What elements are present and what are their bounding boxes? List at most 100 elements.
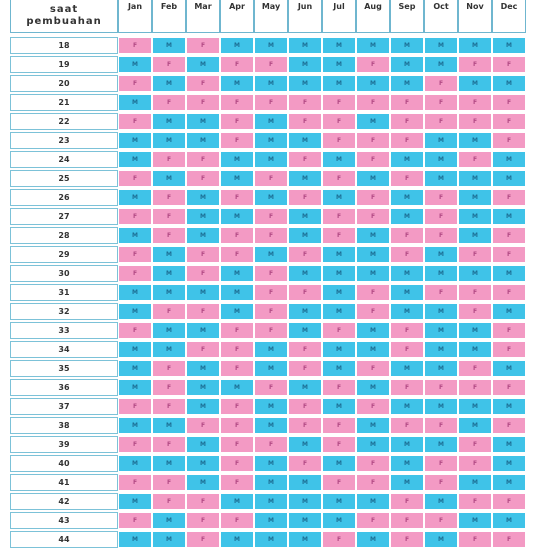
gender-cell-40-sep: M xyxy=(390,455,424,472)
age-label-37: 37 xyxy=(10,398,118,415)
gender-cell-20-oct: F xyxy=(424,75,458,92)
gender-cell-34-mar: F xyxy=(186,341,220,358)
gender-cell-40-jun: F xyxy=(288,455,322,472)
gender-cell-41-jul: F xyxy=(322,474,356,491)
gender-cell-29-jul: M xyxy=(322,246,356,263)
age-label-21: 21 xyxy=(10,94,118,111)
gender-cell-40-jul: M xyxy=(322,455,356,472)
gender-cell-37-oct: M xyxy=(424,398,458,415)
gender-cell-25-apr: M xyxy=(220,170,254,187)
gender-cell-39-nov: F xyxy=(458,436,492,453)
gender-cell-42-sep: F xyxy=(390,493,424,510)
gender-cell-30-aug: M xyxy=(356,265,390,282)
age-label-25: 25 xyxy=(10,170,118,187)
gender-cell-24-sep: M xyxy=(390,151,424,168)
month-header-sep: Sep xyxy=(390,0,424,33)
gender-cell-18-mar: F xyxy=(186,37,220,54)
gender-cell-39-feb: F xyxy=(152,436,186,453)
age-label-18: 18 xyxy=(10,37,118,54)
age-label-38: 38 xyxy=(10,417,118,434)
gender-cell-19-may: F xyxy=(254,56,288,73)
gender-cell-33-feb: M xyxy=(152,322,186,339)
gender-cell-29-aug: M xyxy=(356,246,390,263)
gender-cell-40-apr: F xyxy=(220,455,254,472)
age-column-header: saat pembuahan xyxy=(10,0,118,33)
gender-cell-22-aug: M xyxy=(356,113,390,130)
gender-cell-23-dec: F xyxy=(492,132,526,149)
gender-cell-34-feb: M xyxy=(152,341,186,358)
age-label-33: 33 xyxy=(10,322,118,339)
gender-cell-29-mar: F xyxy=(186,246,220,263)
gender-cell-36-sep: F xyxy=(390,379,424,396)
gender-cell-29-jan: F xyxy=(118,246,152,263)
gender-cell-29-oct: M xyxy=(424,246,458,263)
gender-cell-31-feb: M xyxy=(152,284,186,301)
gender-cell-36-jul: F xyxy=(322,379,356,396)
gender-cell-19-sep: M xyxy=(390,56,424,73)
gender-cell-35-nov: F xyxy=(458,360,492,377)
gender-cell-26-may: M xyxy=(254,189,288,206)
gender-cell-20-jul: M xyxy=(322,75,356,92)
gender-cell-33-aug: M xyxy=(356,322,390,339)
gender-cell-21-nov: F xyxy=(458,94,492,111)
gender-cell-43-jun: M xyxy=(288,512,322,529)
gender-cell-23-jul: F xyxy=(322,132,356,149)
gender-cell-23-feb: M xyxy=(152,132,186,149)
gender-cell-28-aug: M xyxy=(356,227,390,244)
month-header-jul: Jul xyxy=(322,0,356,33)
gender-cell-28-jun: M xyxy=(288,227,322,244)
gender-cell-18-feb: M xyxy=(152,37,186,54)
gender-cell-43-nov: M xyxy=(458,512,492,529)
gender-cell-35-aug: F xyxy=(356,360,390,377)
gender-cell-20-may: M xyxy=(254,75,288,92)
gender-cell-39-sep: M xyxy=(390,436,424,453)
gender-cell-34-may: M xyxy=(254,341,288,358)
gender-cell-35-feb: F xyxy=(152,360,186,377)
month-header-feb: Feb xyxy=(152,0,186,33)
gender-cell-28-jan: M xyxy=(118,227,152,244)
gender-cell-41-jun: M xyxy=(288,474,322,491)
gender-cell-31-apr: M xyxy=(220,284,254,301)
gender-cell-42-aug: M xyxy=(356,493,390,510)
gender-cell-41-sep: M xyxy=(390,474,424,491)
gender-cell-23-apr: F xyxy=(220,132,254,149)
gender-cell-19-feb: F xyxy=(152,56,186,73)
age-label-28: 28 xyxy=(10,227,118,244)
gender-cell-40-jan: M xyxy=(118,455,152,472)
age-label-42: 42 xyxy=(10,493,118,510)
age-label-29: 29 xyxy=(10,246,118,263)
gender-cell-33-jun: M xyxy=(288,322,322,339)
gender-cell-21-oct: F xyxy=(424,94,458,111)
gender-cell-35-oct: M xyxy=(424,360,458,377)
age-label-31: 31 xyxy=(10,284,118,301)
gender-cell-40-may: M xyxy=(254,455,288,472)
gender-cell-37-nov: M xyxy=(458,398,492,415)
gender-cell-22-may: M xyxy=(254,113,288,130)
gender-cell-35-jul: M xyxy=(322,360,356,377)
gender-cell-21-aug: F xyxy=(356,94,390,111)
gender-cell-27-dec: M xyxy=(492,208,526,225)
gender-cell-36-dec: F xyxy=(492,379,526,396)
gender-cell-30-nov: M xyxy=(458,265,492,282)
gender-cell-21-mar: F xyxy=(186,94,220,111)
gender-cell-34-aug: M xyxy=(356,341,390,358)
gender-cell-36-aug: M xyxy=(356,379,390,396)
gender-cell-34-nov: M xyxy=(458,341,492,358)
gender-cell-40-aug: F xyxy=(356,455,390,472)
gender-cell-20-nov: M xyxy=(458,75,492,92)
gender-cell-22-oct: F xyxy=(424,113,458,130)
gender-cell-36-feb: F xyxy=(152,379,186,396)
gender-cell-27-jun: M xyxy=(288,208,322,225)
gender-cell-25-oct: M xyxy=(424,170,458,187)
gender-cell-33-oct: M xyxy=(424,322,458,339)
gender-cell-41-nov: M xyxy=(458,474,492,491)
gender-cell-18-sep: M xyxy=(390,37,424,54)
gender-cell-22-nov: F xyxy=(458,113,492,130)
gender-cell-32-oct: M xyxy=(424,303,458,320)
gender-cell-25-sep: F xyxy=(390,170,424,187)
gender-cell-42-jun: M xyxy=(288,493,322,510)
gender-cell-33-may: F xyxy=(254,322,288,339)
gender-cell-24-dec: M xyxy=(492,151,526,168)
gender-cell-27-jan: F xyxy=(118,208,152,225)
gender-cell-25-jun: M xyxy=(288,170,322,187)
